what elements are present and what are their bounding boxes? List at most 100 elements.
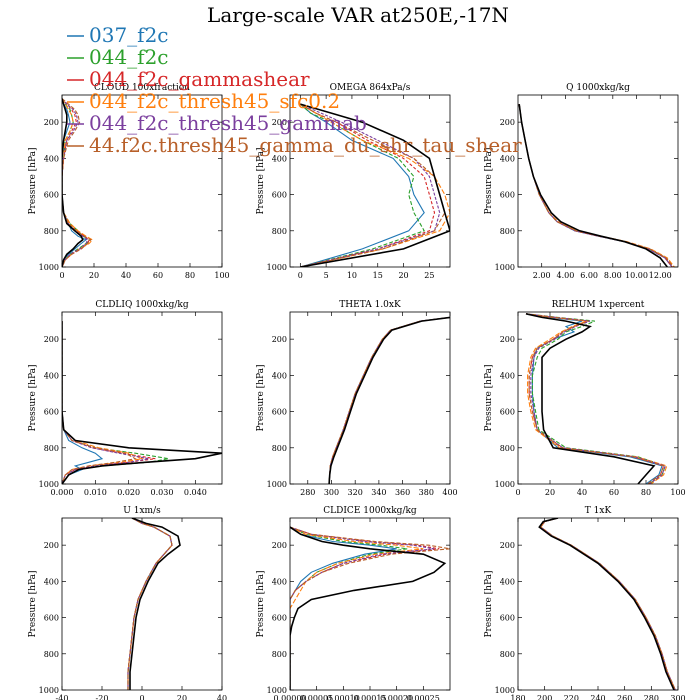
y-tick-label: 200 bbox=[272, 335, 287, 344]
legend-entry: 044_f2c_thresh45_sfc0.2 bbox=[89, 89, 340, 113]
panel-title: OMEGA 864xPa/s bbox=[330, 83, 411, 93]
x-tick-label: 220 bbox=[564, 694, 579, 700]
y-axis-label: Pressure [hPa] bbox=[256, 364, 266, 431]
x-tick-label: 20 bbox=[89, 271, 99, 280]
x-tick-label: 0.00000 bbox=[273, 694, 306, 700]
y-tick-label: 600 bbox=[44, 191, 59, 200]
series-line-3 bbox=[328, 316, 450, 484]
panel-frame bbox=[517, 517, 679, 691]
y-tick-label: 400 bbox=[500, 371, 515, 380]
series-line-4 bbox=[300, 103, 450, 267]
x-tick-label: 8.00 bbox=[604, 271, 622, 280]
y-tick-label: 600 bbox=[272, 614, 287, 623]
series-line-6 bbox=[518, 104, 674, 267]
x-tick-label: 25 bbox=[424, 271, 434, 280]
series-line-reference bbox=[300, 103, 450, 267]
panel-frame bbox=[289, 94, 451, 268]
x-tick-label: 0.00020 bbox=[380, 694, 413, 700]
y-tick-label: 200 bbox=[500, 541, 515, 550]
x-tick-label: 0.000 bbox=[51, 488, 74, 497]
y-tick-label: 1000 bbox=[267, 263, 287, 272]
series-line-4 bbox=[290, 526, 424, 690]
series-line-5 bbox=[127, 518, 173, 690]
y-tick-label: 400 bbox=[44, 371, 59, 380]
x-tick-label: -40 bbox=[56, 694, 69, 700]
series-line-reference bbox=[129, 518, 181, 690]
x-tick-label: 400 bbox=[442, 488, 457, 497]
x-tick-label: 0 bbox=[298, 271, 303, 280]
series-line-1 bbox=[328, 316, 450, 484]
x-tick-label: 0.030 bbox=[151, 488, 174, 497]
y-tick-label: 600 bbox=[500, 408, 515, 417]
x-tick-label: 340 bbox=[371, 488, 386, 497]
y-tick-label: 200 bbox=[272, 541, 287, 550]
x-tick-label: 0 bbox=[59, 271, 64, 280]
x-tick-label: 4.00 bbox=[557, 271, 575, 280]
panel-title: CLOUD 100xfraction bbox=[94, 83, 190, 93]
series-line-1 bbox=[290, 526, 397, 690]
legend-entry: 44.f2c.thresh45_gamma_du_shr_tau_shear bbox=[89, 133, 522, 157]
y-tick-label: 200 bbox=[500, 335, 515, 344]
panel-title: RELHUM 1xpercent bbox=[552, 300, 645, 310]
legend-entry: 044_f2c_gammashear bbox=[89, 67, 310, 91]
series-line-reference bbox=[328, 316, 450, 484]
y-tick-label: 1000 bbox=[495, 480, 515, 489]
x-tick-label: 300 bbox=[670, 694, 685, 700]
y-tick-label: 200 bbox=[500, 118, 515, 127]
series-line-4 bbox=[127, 518, 173, 690]
series-line-6 bbox=[539, 518, 676, 690]
x-tick-label: 280 bbox=[300, 488, 315, 497]
panel-frame bbox=[517, 311, 679, 485]
series-line-4 bbox=[539, 518, 676, 690]
series-line-2 bbox=[127, 518, 173, 690]
x-tick-label: 0.010 bbox=[84, 488, 107, 497]
y-axis-label: Pressure [hPa] bbox=[484, 570, 494, 637]
x-tick-label: 20 bbox=[545, 488, 555, 497]
x-tick-label: 15 bbox=[373, 271, 383, 280]
panel-frame bbox=[517, 94, 679, 268]
legend-entry: 044_f2c bbox=[89, 45, 169, 69]
series-line-3 bbox=[127, 518, 173, 690]
panel-frame bbox=[289, 311, 451, 485]
series-line-2 bbox=[328, 316, 450, 484]
x-tick-label: 240 bbox=[590, 694, 605, 700]
y-tick-label: 800 bbox=[44, 227, 59, 236]
series-line-reference bbox=[518, 103, 668, 267]
legend-entry: 037_f2c bbox=[89, 23, 169, 47]
y-tick-label: 200 bbox=[44, 541, 59, 550]
panel-frame bbox=[289, 517, 451, 691]
x-tick-label: 20 bbox=[398, 271, 408, 280]
y-tick-label: 600 bbox=[44, 408, 59, 417]
x-tick-label: 40 bbox=[577, 488, 587, 497]
x-tick-label: -20 bbox=[96, 694, 109, 700]
x-tick-label: 40 bbox=[217, 694, 227, 700]
series-line-6 bbox=[127, 518, 173, 690]
x-tick-label: 60 bbox=[153, 271, 163, 280]
series-line-2 bbox=[299, 103, 426, 267]
series-line-2 bbox=[518, 104, 674, 267]
y-tick-label: 800 bbox=[500, 444, 515, 453]
y-axis-label: Pressure [hPa] bbox=[28, 364, 38, 431]
y-tick-label: 1000 bbox=[39, 686, 59, 695]
y-axis-label: Pressure [hPa] bbox=[28, 147, 38, 214]
x-tick-label: 0.00010 bbox=[327, 694, 360, 700]
series-line-6 bbox=[290, 526, 450, 690]
y-axis-label: Pressure [hPa] bbox=[484, 147, 494, 214]
series-line-reference bbox=[525, 313, 656, 484]
y-tick-label: 600 bbox=[500, 614, 515, 623]
y-tick-label: 600 bbox=[272, 191, 287, 200]
panel-5: THETA 1.0xK Pressure [hPa] 200 400 600 800 100… bbox=[256, 300, 458, 497]
series-line-5 bbox=[539, 518, 676, 690]
y-tick-label: 400 bbox=[272, 371, 287, 380]
panel-title: THETA 1.0xK bbox=[339, 300, 401, 310]
series-line-reference bbox=[62, 98, 84, 267]
y-tick-label: 600 bbox=[272, 408, 287, 417]
x-tick-label: 10.00 bbox=[625, 271, 648, 280]
y-tick-label: 800 bbox=[272, 444, 287, 453]
y-tick-label: 400 bbox=[500, 577, 515, 586]
